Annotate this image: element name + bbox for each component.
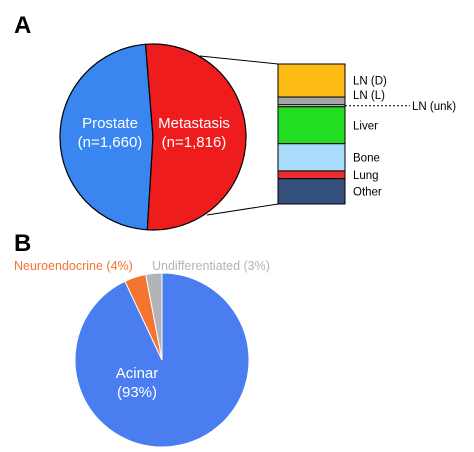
pie-a-count-metastasis: (n=1,816) [162, 134, 227, 151]
pie-b-slice-acinar [74, 272, 250, 448]
bar-label-bone: Bone [353, 152, 380, 164]
metastasis-breakdown-bar: LN (D) LN (L) LN (unk) Liver Bone Lung Other [277, 63, 456, 205]
panel-b-letter: B [14, 230, 31, 257]
bar-segment-liver [277, 106, 346, 145]
connector-top [199, 55, 279, 65]
pie-a: Prostate (n=1,660) Metastasis (n=1,816) [59, 43, 247, 231]
pie-b: Acinar (93%) Neuroendocrine (4%) Undifferen… [14, 259, 270, 448]
bar-segment-bone [277, 143, 346, 172]
pie-b-pct-acinar: (93%) [117, 384, 157, 401]
bar-label-other: Other [353, 186, 382, 198]
pie-a-count-prostate: (n=1,660) [78, 134, 143, 151]
bar-segment-lung [277, 170, 346, 180]
bar-label-ln-unk: LN (unk) [412, 101, 456, 113]
bar-label-ln-l: LN (L) [353, 90, 385, 102]
bar-label-ln-d: LN (D) [353, 76, 387, 88]
pie-b-slice-undifferentiated-3 [145, 272, 163, 361]
pie-a-slice-metastasis [144, 43, 247, 231]
bar-label-liver: Liver [353, 120, 378, 132]
pie-a-label-prostate: Prostate [82, 115, 138, 132]
bar-label-lung: Lung [353, 170, 379, 182]
pie-a-label-metastasis: Metastasis [158, 115, 230, 132]
pie-a-connectors [199, 55, 279, 216]
bar-segment-other [277, 178, 346, 205]
pie-b-label-neuroendocrine: Neuroendocrine (4%) [14, 259, 133, 273]
bar-segment-ln-d [277, 63, 346, 98]
bar-segment-ln-l [277, 96, 346, 106]
connector-bottom [206, 203, 279, 216]
pie-b-label-acinar: Acinar [116, 365, 159, 382]
pie-a-slice-prostate [59, 43, 154, 231]
panel-a-letter: A [14, 12, 31, 39]
pie-b-label-undifferentiated: Undifferentiated (3%) [152, 259, 270, 273]
